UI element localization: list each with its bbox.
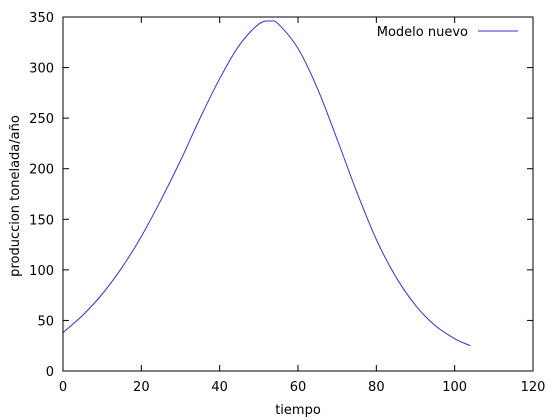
x-tick-label: 80 xyxy=(368,380,385,395)
y-tick-label: 150 xyxy=(29,213,54,228)
y-tick-label: 50 xyxy=(37,314,54,329)
y-tick-label: 100 xyxy=(29,264,54,279)
x-tick-label: 120 xyxy=(521,380,546,395)
x-tick-label: 0 xyxy=(59,380,67,395)
x-tick-label: 20 xyxy=(133,380,150,395)
y-tick-label: 250 xyxy=(29,112,54,127)
x-tick-label: 40 xyxy=(211,380,228,395)
y-tick-label: 0 xyxy=(46,365,54,380)
y-tick-label: 200 xyxy=(29,163,54,178)
x-tick-label: 60 xyxy=(290,380,307,395)
legend-label: Modelo nuevo xyxy=(377,25,468,40)
y-tick-label: 300 xyxy=(29,62,54,77)
plot-frame xyxy=(62,16,534,372)
x-tick-label: 100 xyxy=(442,380,467,395)
x-axis-label: tiempo xyxy=(275,403,321,418)
y-tick-label: 350 xyxy=(29,11,54,26)
series-line xyxy=(62,20,471,347)
legend: Modelo nuevo xyxy=(377,25,518,40)
y-axis-label: produccion tonelada/año xyxy=(8,115,23,277)
